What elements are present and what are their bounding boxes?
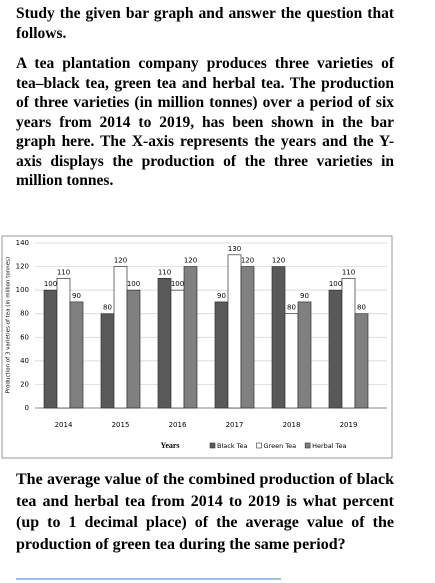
- chart: Production of 3 varieties of tea (in mil…: [1, 235, 393, 459]
- bar: [240, 266, 255, 409]
- x-axis-label: Years: [160, 441, 179, 450]
- data-label: 100: [44, 280, 57, 288]
- data-label: 90: [72, 292, 81, 300]
- bar: [56, 278, 71, 409]
- legend-label: Black Tea: [217, 442, 248, 450]
- data-label: 110: [342, 268, 355, 276]
- x-tick-label: 2019: [340, 421, 358, 429]
- bar: [126, 289, 141, 409]
- bar: [341, 278, 356, 409]
- x-tick-label: 2017: [226, 421, 244, 429]
- y-tick-label: 80: [20, 310, 29, 318]
- data-label: 120: [114, 257, 127, 265]
- data-label: 120: [272, 257, 285, 265]
- y-tick-label: 20: [20, 380, 29, 388]
- data-label: 110: [158, 268, 171, 276]
- data-label: 100: [127, 280, 140, 288]
- x-tick-label: 2016: [169, 421, 187, 429]
- bar: [328, 289, 343, 409]
- data-label: 100: [329, 280, 342, 288]
- legend-swatch: [209, 442, 216, 449]
- data-label: 80: [287, 304, 296, 312]
- data-label: 80: [357, 304, 366, 312]
- data-label: 100: [171, 280, 184, 288]
- legend-swatch: [304, 442, 311, 449]
- bar: [157, 278, 172, 409]
- legend-swatch: [256, 442, 262, 449]
- y-tick-label: 40: [20, 357, 29, 365]
- data-label: 130: [228, 245, 241, 253]
- question: The average value of the combined produc…: [16, 471, 394, 553]
- y-tick-label: 100: [16, 286, 29, 294]
- bar: [227, 254, 242, 409]
- data-label: 120: [241, 257, 254, 265]
- bar: [43, 289, 58, 409]
- legend-label: Herbal Tea: [312, 442, 346, 450]
- intro: Study the given bar graph and answer the…: [16, 5, 394, 42]
- legend-label: Green Tea: [264, 442, 297, 450]
- y-tick-label: 120: [16, 263, 29, 271]
- data-label: 110: [57, 268, 70, 276]
- y-tick-label: 60: [20, 333, 29, 341]
- bar: [297, 301, 312, 409]
- y-tick-label: 140: [16, 239, 29, 247]
- data-label: 80: [103, 304, 112, 312]
- bar: [170, 289, 185, 409]
- x-tick-label: 2014: [55, 421, 73, 429]
- bar: [214, 301, 229, 409]
- chart-border: [1, 235, 393, 459]
- bar: [183, 266, 198, 409]
- description: A tea plantation company produces three …: [16, 55, 394, 189]
- x-tick-label: 2018: [283, 421, 301, 429]
- y-tick-label: 0: [25, 404, 29, 412]
- bar: [354, 313, 369, 409]
- underline: [16, 578, 281, 580]
- y-axis-label: Production of 3 varieties of tea (in mil…: [6, 257, 12, 393]
- data-label: 120: [184, 257, 197, 265]
- x-tick-label: 2015: [112, 421, 130, 429]
- bar: [271, 266, 286, 409]
- data-label: 90: [300, 292, 309, 300]
- bar: [100, 313, 115, 409]
- bar: [113, 266, 128, 409]
- bar: [69, 301, 84, 409]
- bar: [284, 313, 299, 409]
- data-label: 90: [217, 292, 226, 300]
